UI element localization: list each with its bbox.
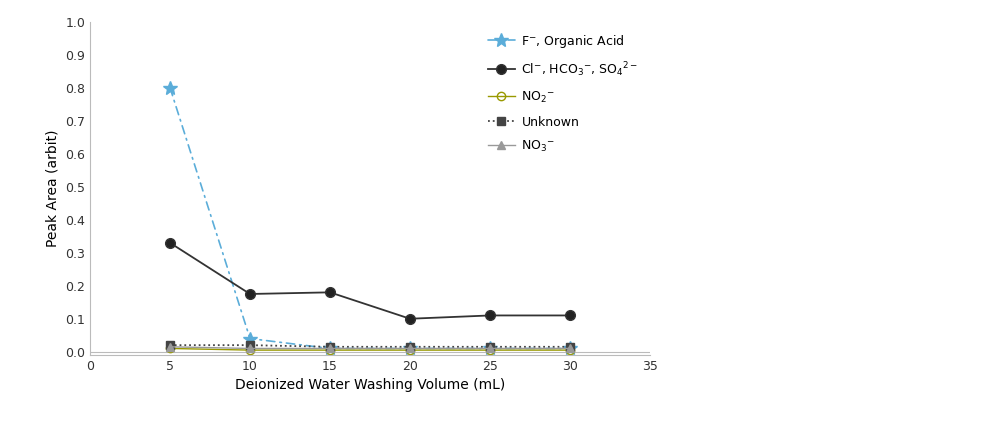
F$^{-}$, Organic Acid (484, 346, 496, 351)
NO$_{3}$$^{-}$ (484, 346, 496, 351)
Unknown (484, 344, 496, 349)
NO$_{2}$$^{-}$ (164, 346, 176, 351)
NO$_{3}$$^{-}$ (244, 346, 256, 351)
NO$_{3}$$^{-}$ (164, 344, 176, 349)
Cl$^{-}$, HCO$_{3}$$^{-}$, SO$_{4}$$^{2-}$ (404, 316, 416, 321)
X-axis label: Deionized Water Washing Volume (mL): Deionized Water Washing Volume (mL) (235, 378, 505, 392)
NO$_{2}$$^{-}$ (324, 348, 336, 353)
F$^{-}$, Organic Acid (404, 346, 416, 351)
Unknown (324, 344, 336, 349)
F$^{-}$, Organic Acid (164, 85, 176, 90)
Line: NO$_{3}$$^{-}$: NO$_{3}$$^{-}$ (166, 343, 574, 352)
Legend: F$^{-}$, Organic Acid, Cl$^{-}$, HCO$_{3}$$^{-}$, SO$_{4}$$^{2-}$, NO$_{2}$$^{-}: F$^{-}$, Organic Acid, Cl$^{-}$, HCO$_{3… (483, 28, 644, 159)
F$^{-}$, Organic Acid (324, 346, 336, 351)
NO$_{2}$$^{-}$ (484, 348, 496, 353)
NO$_{2}$$^{-}$ (244, 348, 256, 353)
NO$_{2}$$^{-}$ (564, 348, 576, 353)
Unknown (404, 344, 416, 349)
Line: F$^{-}$, Organic Acid: F$^{-}$, Organic Acid (163, 81, 577, 355)
Line: Unknown: Unknown (166, 341, 574, 351)
Cl$^{-}$, HCO$_{3}$$^{-}$, SO$_{4}$$^{2-}$ (164, 240, 176, 246)
NO$_{3}$$^{-}$ (404, 346, 416, 351)
Cl$^{-}$, HCO$_{3}$$^{-}$, SO$_{4}$$^{2-}$ (244, 291, 256, 297)
Line: Cl$^{-}$, HCO$_{3}$$^{-}$, SO$_{4}$$^{2-}$: Cl$^{-}$, HCO$_{3}$$^{-}$, SO$_{4}$$^{2-… (165, 238, 575, 323)
Y-axis label: Peak Area (arbit): Peak Area (arbit) (46, 129, 60, 247)
Cl$^{-}$, HCO$_{3}$$^{-}$, SO$_{4}$$^{2-}$ (484, 313, 496, 318)
Unknown (244, 343, 256, 348)
NO$_{2}$$^{-}$ (404, 348, 416, 353)
Line: NO$_{2}$$^{-}$: NO$_{2}$$^{-}$ (166, 344, 574, 354)
Unknown (164, 343, 176, 348)
Unknown (564, 344, 576, 349)
Cl$^{-}$, HCO$_{3}$$^{-}$, SO$_{4}$$^{2-}$ (324, 290, 336, 295)
NO$_{3}$$^{-}$ (324, 346, 336, 351)
F$^{-}$, Organic Acid (564, 346, 576, 351)
NO$_{3}$$^{-}$ (564, 346, 576, 351)
F$^{-}$, Organic Acid (244, 336, 256, 341)
Cl$^{-}$, HCO$_{3}$$^{-}$, SO$_{4}$$^{2-}$ (564, 313, 576, 318)
